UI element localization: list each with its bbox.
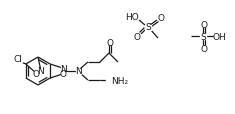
Text: N: N [76, 67, 82, 76]
Bar [134, 36, 140, 40]
Bar [201, 47, 207, 51]
Bar [128, 14, 136, 19]
Bar [61, 72, 66, 76]
Bar [145, 25, 151, 30]
Bar [38, 69, 43, 73]
Text: O: O [60, 70, 67, 78]
Bar [107, 41, 112, 45]
Bar [34, 72, 39, 76]
Text: O: O [157, 13, 164, 22]
Text: S: S [200, 32, 206, 41]
Bar [215, 34, 223, 39]
Text: S: S [145, 23, 151, 32]
Text: NH₂: NH₂ [111, 76, 128, 85]
Text: O: O [33, 69, 40, 78]
Text: N: N [38, 67, 44, 76]
Text: O: O [106, 38, 114, 47]
Bar [76, 69, 82, 74]
Bar [201, 23, 207, 27]
Bar [200, 34, 206, 39]
Text: HO: HO [125, 12, 139, 21]
Text: O: O [200, 20, 208, 29]
Text: N: N [60, 64, 67, 73]
Text: O: O [200, 44, 208, 53]
Bar [106, 78, 120, 83]
Bar [158, 16, 164, 20]
Text: O: O [133, 33, 141, 42]
Text: Cl: Cl [14, 55, 23, 64]
Bar [14, 57, 22, 62]
Text: OH: OH [212, 32, 226, 41]
Bar [61, 67, 66, 71]
